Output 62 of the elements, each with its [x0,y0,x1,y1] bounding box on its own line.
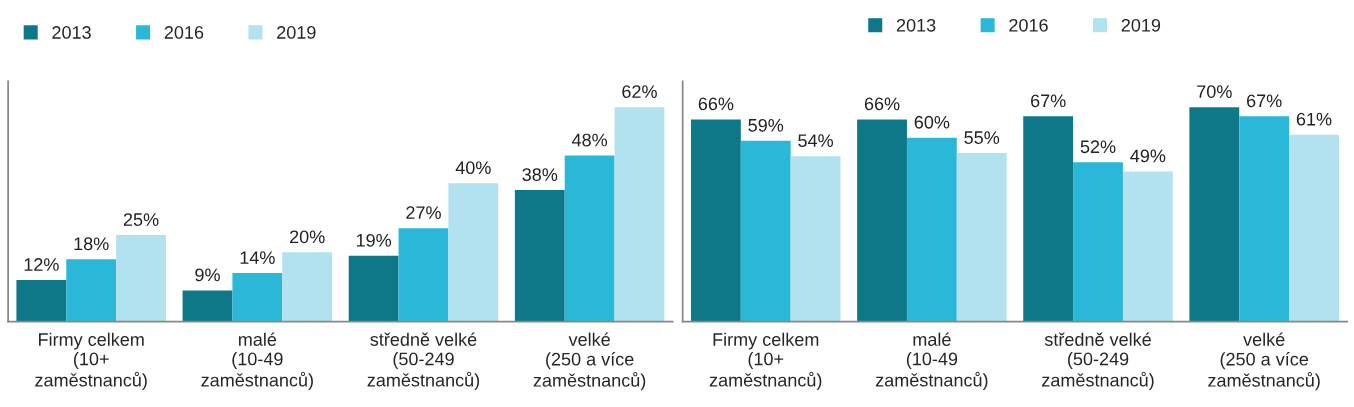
bar [116,235,166,322]
x-tick-label: středně velké (50-249 zaměstnanců) [1042,332,1154,391]
bar [1239,116,1290,322]
bar [398,228,449,322]
data-label: 60% [914,115,950,129]
data-label: 54% [798,134,833,148]
data-label: 66% [698,97,734,111]
data-label: 27% [406,206,441,219]
bar [348,255,399,322]
data-label: 20% [290,230,325,244]
x-tick-label: velké (250 a více zaměstnanců) [1208,332,1320,391]
bar [857,119,907,322]
bar [1289,134,1339,322]
x-tick-label: Firmy celkem (10+ zaměstnanců) [709,332,822,391]
bar [1122,171,1173,322]
legend-label: 2019 [277,26,316,39]
bar [906,137,957,322]
data-label: 62% [622,85,657,98]
bar [16,280,67,322]
bar [690,119,741,322]
x-tick-label: Firmy celkem (10+ zaměstnanců) [35,332,147,391]
bar [1189,107,1240,322]
data-label: 67% [1031,94,1066,108]
data-label: 18% [74,237,109,251]
bar [564,155,615,322]
bar [232,273,283,322]
bar [514,190,565,322]
data-label: 12% [24,258,59,271]
data-label: 59% [748,118,784,132]
bar [790,156,841,322]
data-label: 55% [964,131,1000,144]
data-label: 40% [455,161,491,175]
bar [1073,162,1123,322]
bar [740,140,791,322]
legend-label: 2013 [896,18,936,32]
data-label: 25% [123,213,159,226]
data-label: 66% [864,97,900,111]
legend-label: 2016 [164,26,204,39]
bar [282,252,333,322]
data-label: 70% [1197,85,1232,98]
bar [1023,116,1074,322]
legend-label: 2013 [52,26,91,39]
data-label: 67% [1247,94,1282,108]
data-label: 61% [1296,112,1332,126]
data-label: 38% [522,168,558,181]
bar [66,259,117,322]
legend-label: 2016 [1009,18,1048,32]
x-tick-label: malé (10-49 zaměstnanců) [875,332,988,391]
bar [182,290,233,322]
data-label: 48% [571,133,608,147]
bar [956,153,1007,322]
x-tick-label: velké (250 a více zaměstnanců) [533,332,646,391]
data-label: 9% [195,268,220,282]
data-label: 19% [356,233,392,247]
legend-label: 2019 [1121,18,1161,32]
bar [614,107,665,322]
data-label: 49% [1130,149,1166,163]
data-label: 52% [1080,140,1116,154]
bar [448,183,499,322]
x-tick-label: malé (10-49 zaměstnanců) [201,332,313,391]
x-tick-label: středně velké (50-249 zaměstnanců) [367,332,480,391]
data-label: 14% [240,251,275,264]
